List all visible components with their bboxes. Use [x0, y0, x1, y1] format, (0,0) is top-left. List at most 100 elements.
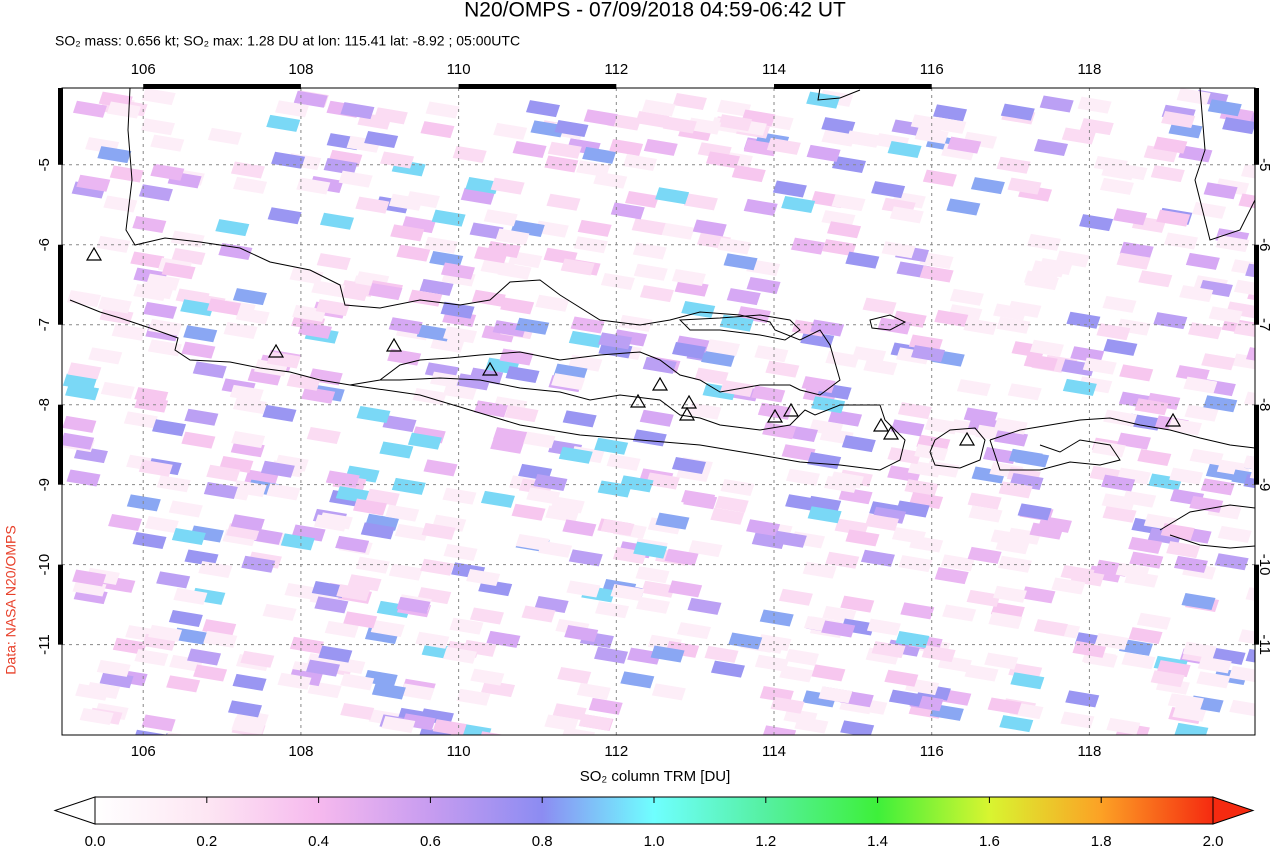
so2-pixel: [170, 230, 205, 248]
so2-pixel: [577, 219, 612, 237]
so2-pixel: [171, 527, 206, 545]
so2-pixel: [1091, 440, 1126, 458]
so2-pixel: [554, 120, 589, 138]
so2-pixel: [126, 494, 161, 512]
so2-pixel: [933, 104, 968, 122]
so2-pixel: [655, 187, 690, 205]
so2-pixel: [134, 649, 169, 667]
so2-pixel: [759, 609, 794, 627]
so2-pixel: [371, 682, 406, 700]
so2-pixel: [400, 683, 435, 701]
so2-pixel: [1201, 353, 1236, 371]
so2-pixel: [314, 596, 349, 614]
so2-pixel: [1079, 118, 1114, 136]
so2-pixel: [582, 146, 617, 164]
so2-pixel: [618, 314, 653, 332]
so2-pixel: [594, 646, 629, 664]
so2-pixel: [97, 296, 132, 314]
so2-pixel: [206, 464, 241, 482]
so2-pixel: [262, 404, 297, 422]
colorbar-tick-label: 1.8: [1091, 833, 1112, 850]
so2-pixel: [311, 280, 346, 298]
frame-bar: [1254, 88, 1259, 165]
so2-pixel: [845, 130, 880, 148]
so2-pixel: [860, 549, 895, 567]
so2-field: [62, 88, 1255, 735]
so2-pixel: [72, 100, 107, 118]
volcano: [85, 246, 103, 261]
so2-pixel: [681, 490, 716, 508]
so2-pixel: [576, 160, 611, 178]
so2-pixel: [132, 532, 167, 550]
so2-pixel: [240, 650, 275, 668]
x-tick-label: 118: [1077, 61, 1101, 78]
so2-pixel: [921, 645, 956, 663]
so2-pixel: [141, 88, 176, 106]
so2-pixel: [692, 219, 727, 237]
so2-pixel: [1181, 592, 1216, 610]
so2-pixel: [456, 688, 491, 706]
so2-pixel: [1243, 391, 1255, 406]
so2-pixel: [762, 725, 797, 735]
so2-pixel: [62, 432, 95, 450]
so2-pixel: [714, 495, 749, 513]
so2-pixel: [152, 419, 187, 437]
so2-pixel: [533, 473, 568, 491]
frame-bar: [458, 84, 617, 89]
so2-pixel: [1184, 404, 1219, 422]
so2-pixel: [1207, 99, 1242, 117]
so2-pixel: [544, 155, 579, 173]
so2-pixel: [889, 206, 924, 224]
so2-pixel: [161, 262, 196, 280]
so2-pixel: [364, 131, 399, 149]
so2-pixel: [495, 228, 530, 246]
so2-pixel: [108, 514, 143, 532]
so2-pixel: [1161, 110, 1196, 128]
colorbar-tick-label: 1.6: [979, 833, 1000, 850]
coastline: [678, 314, 907, 341]
so2-pixel: [1183, 376, 1218, 394]
so2-pixel: [415, 631, 450, 649]
so2-pixel: [566, 580, 601, 598]
so2-pixel: [331, 656, 366, 674]
so2-pixel: [340, 702, 375, 720]
so2-pixel: [416, 324, 451, 342]
frame-bar: [58, 88, 63, 165]
so2-pixel: [1051, 577, 1086, 595]
so2-pixel: [65, 383, 100, 401]
y-tick-label: -9: [36, 478, 53, 491]
so2-pixel: [486, 630, 521, 648]
so2-pixel: [751, 385, 786, 403]
so2-pixel: [76, 174, 111, 192]
so2-pixel: [887, 141, 922, 159]
so2-pixel: [864, 513, 899, 531]
so2-pixel: [806, 144, 841, 162]
so2-pixel: [821, 117, 856, 135]
so2-pixel: [600, 519, 635, 537]
y-tick-label: -8: [1256, 398, 1272, 411]
so2-pixel: [1010, 672, 1045, 690]
so2-pixel: [672, 93, 707, 111]
so2-pixel: [1070, 346, 1105, 364]
so2-pixel: [360, 522, 395, 540]
so2-pixel: [583, 109, 618, 127]
so2-pixel: [746, 519, 781, 537]
so2-pixel: [664, 548, 699, 566]
so2-pixel: [67, 362, 102, 380]
so2-pixel: [355, 196, 390, 214]
so2-pixel: [449, 617, 484, 635]
so2-pixel: [676, 622, 711, 640]
so2-pixel: [181, 431, 216, 449]
so2-pixel: [632, 242, 667, 260]
so2-pixel: [75, 683, 110, 701]
so2-pixel: [148, 318, 183, 336]
so2-pixel: [1033, 619, 1068, 637]
frame-bar: [58, 244, 63, 325]
so2-pixel: [515, 533, 550, 551]
so2-pixel: [368, 283, 403, 301]
so2-pixel: [1007, 383, 1042, 401]
so2-pixel: [1196, 671, 1231, 689]
x-tick-label: 110: [447, 61, 471, 78]
so2-pixel: [493, 427, 528, 445]
so2-pixel: [772, 530, 807, 548]
